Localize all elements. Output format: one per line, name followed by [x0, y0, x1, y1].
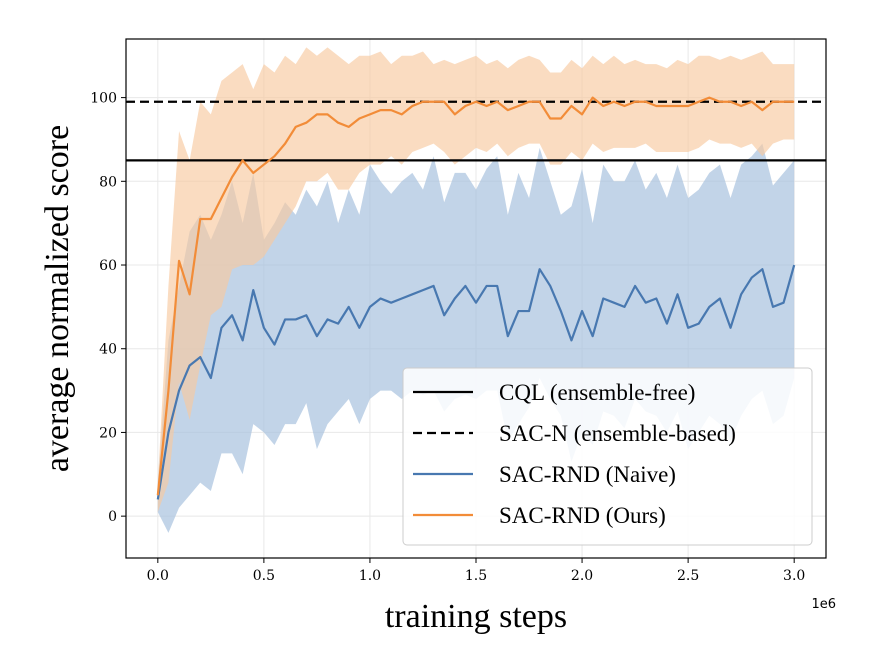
series-line-1 [156, 264, 796, 500]
y-tick-label: 80 [99, 174, 117, 190]
legend-label: SAC-RND (Naive) [499, 462, 676, 487]
series-line-2 [156, 96, 795, 496]
band-series-2 [157, 47, 795, 512]
legend-label: SAC-RND (Ours) [499, 503, 666, 528]
x-tick-label: 1.0 [359, 568, 381, 584]
y-axis-label: average normalized score [39, 125, 76, 472]
x-tick-label: 1.5 [465, 568, 487, 584]
x-tick-label: 2.5 [677, 568, 699, 584]
y-tick-label: 60 [99, 258, 117, 274]
y-tick-label: 0 [108, 509, 117, 525]
series-lines [156, 96, 796, 500]
y-tick-label: 100 [90, 91, 117, 107]
x-axis-offset-label: 1e6 [811, 597, 836, 612]
legend-label: CQL (ensemble-free) [499, 380, 695, 405]
x-tick-label: 0.0 [147, 568, 169, 584]
x-axis-ticks: 0.0 0.5 1.0 1.5 2.0 2.5 3.0 [147, 558, 805, 584]
x-axis-label: training steps [385, 598, 567, 635]
legend-label: SAC-N (ensemble-based) [499, 421, 736, 446]
band-series-1 [157, 143, 795, 533]
y-axis-ticks: 0 20 40 60 80 100 [90, 91, 126, 525]
legend: CQL (ensemble-free) SAC-N (ensemble-based… [402, 367, 813, 546]
legend-box [402, 367, 813, 546]
y-tick-label: 20 [99, 425, 117, 441]
x-tick-label: 3.0 [783, 568, 805, 584]
x-tick-label: 2.0 [571, 568, 593, 584]
confidence-bands [157, 47, 795, 533]
y-tick-label: 40 [99, 342, 117, 358]
x-tick-label: 0.5 [253, 568, 275, 584]
